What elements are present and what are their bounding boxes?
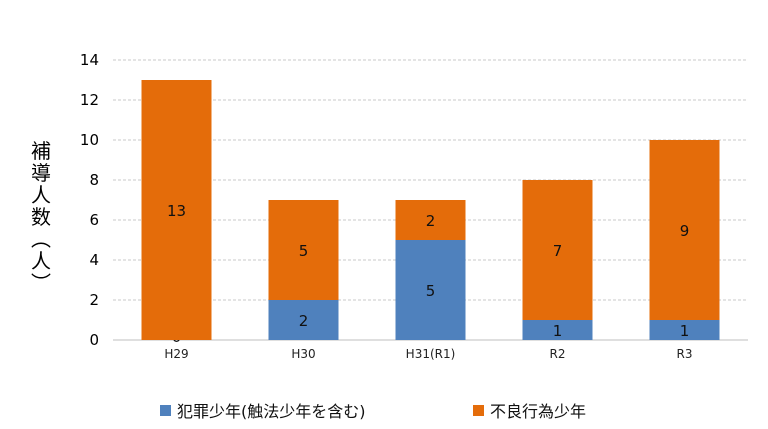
y-tick-label: 14 xyxy=(80,51,99,69)
data-label: 5 xyxy=(426,282,436,300)
legend-item: 不良行為少年 xyxy=(473,398,586,422)
y-tick-label: 12 xyxy=(80,91,99,109)
data-label: 1 xyxy=(680,322,690,340)
bar-segment-offense xyxy=(522,320,593,340)
y-tick-label: 2 xyxy=(89,291,99,309)
data-label: 1 xyxy=(553,322,563,340)
bar-segment-offense xyxy=(649,320,720,340)
legend-item: 犯罪少年(触法少年を含む) xyxy=(160,398,366,422)
bar-segment-offense xyxy=(395,240,466,340)
data-label: 2 xyxy=(426,212,436,230)
x-tick-label: R2 xyxy=(550,347,566,361)
y-axis-label-char: 補 xyxy=(31,139,51,163)
data-label: 2 xyxy=(299,312,309,330)
data-label: 5 xyxy=(299,242,309,260)
x-tick-label: H29 xyxy=(164,347,188,361)
y-tick-label: 0 xyxy=(89,331,99,349)
y-axis-label-char: ︵ xyxy=(31,227,51,251)
y-axis-label-char: ︶ xyxy=(31,271,51,295)
bar-segment-delinquent xyxy=(395,200,466,240)
y-tick-label: 10 xyxy=(80,131,99,149)
bar-segment-delinquent xyxy=(268,200,339,300)
data-label: 13 xyxy=(167,202,186,220)
y-axis-label: 補導人数 ︵ 人 ︶ xyxy=(28,140,54,294)
y-axis-label-char: 導 xyxy=(31,161,51,185)
x-tick-label: H31(R1) xyxy=(406,347,456,361)
bar-segment-delinquent xyxy=(522,180,593,320)
bar-segment-delinquent xyxy=(649,140,720,320)
legend-swatch xyxy=(160,404,171,416)
y-tick-label: 6 xyxy=(89,211,99,229)
y-tick-label: 4 xyxy=(89,251,99,269)
legend-label: 犯罪少年(触法少年を含む) xyxy=(177,402,366,421)
y-axis-label-char: 数 xyxy=(31,205,51,229)
legend-swatch xyxy=(473,404,484,416)
legend: 犯罪少年(触法少年を含む) 不良行為少年 xyxy=(0,398,768,422)
y-axis-label-char: 人 xyxy=(31,249,51,273)
bar-segment-delinquent xyxy=(141,80,212,340)
y-axis-label-char: 人 xyxy=(31,183,51,207)
x-tick-label: H30 xyxy=(291,347,315,361)
x-tick-label: R3 xyxy=(677,347,693,361)
y-tick-label: 8 xyxy=(89,171,99,189)
data-label: 7 xyxy=(553,242,563,260)
data-label: 9 xyxy=(680,222,690,240)
legend-label: 不良行為少年 xyxy=(490,402,587,421)
bar-segment-offense xyxy=(268,300,339,340)
